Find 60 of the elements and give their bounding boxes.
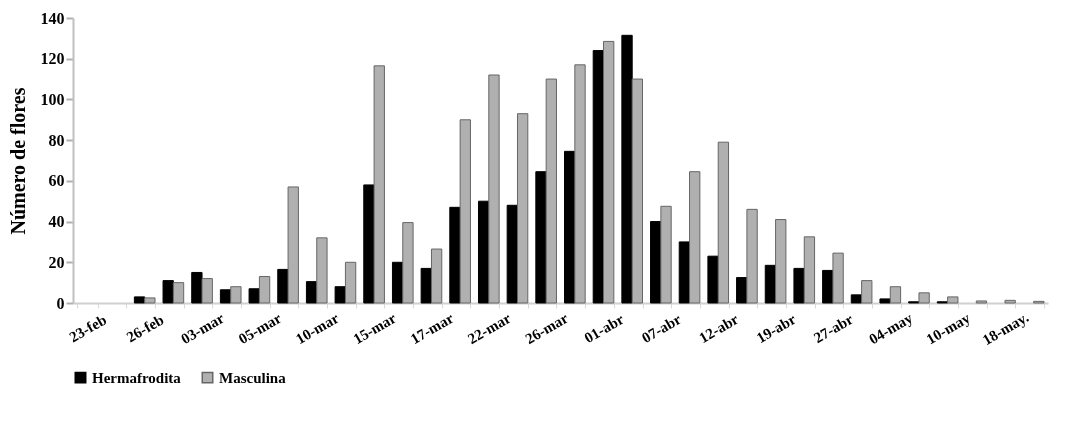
bar [344, 261, 357, 304]
bar [918, 292, 930, 304]
bar [660, 205, 672, 304]
bar [373, 65, 385, 304]
bar [574, 64, 586, 304]
bar [631, 78, 644, 304]
bar [402, 222, 414, 304]
bar [850, 294, 863, 304]
bar [822, 269, 834, 304]
bar [316, 237, 328, 304]
bar [545, 78, 557, 304]
bar [258, 276, 271, 304]
bar [717, 141, 730, 304]
bar [803, 236, 816, 304]
y-axis-title: Número de flores [6, 87, 29, 235]
bar [430, 248, 443, 304]
bar [219, 289, 232, 304]
bar [678, 241, 691, 304]
bar [947, 296, 959, 304]
y-tick-label: 40 [48, 213, 65, 231]
y-tick-label: 20 [48, 253, 65, 271]
bar [707, 255, 719, 304]
bar [144, 297, 156, 304]
bar [334, 286, 346, 304]
y-tick-label: 140 [40, 9, 65, 27]
bar [775, 219, 787, 304]
bar [420, 267, 432, 304]
bar [879, 298, 891, 304]
y-tick-label: 0 [56, 294, 65, 312]
bar [277, 268, 289, 304]
legend-label: Masculina [219, 369, 287, 386]
bar [172, 282, 185, 304]
bar [689, 171, 701, 304]
bar [230, 286, 242, 304]
bar [746, 208, 758, 304]
bar [861, 280, 873, 304]
legend-label: Hermafrodita [92, 369, 182, 386]
bar [603, 40, 615, 304]
y-tick-label: 80 [48, 131, 65, 149]
y-tick-label: 60 [48, 172, 65, 190]
bar [535, 171, 547, 304]
bar [488, 74, 500, 304]
bar [516, 113, 529, 304]
bar [248, 288, 260, 304]
y-tick-label: 120 [40, 50, 65, 68]
bar [793, 267, 805, 304]
bar [162, 280, 174, 304]
bar [889, 286, 902, 304]
bar [975, 300, 988, 304]
bar [621, 34, 633, 304]
bar [1004, 299, 1016, 304]
bar [201, 278, 213, 304]
bar [736, 277, 748, 304]
bar [191, 271, 203, 304]
bar [287, 186, 299, 304]
bar [832, 252, 844, 304]
bar [305, 281, 318, 304]
bar [133, 296, 146, 304]
y-tick-label: 100 [40, 90, 65, 108]
bar [459, 119, 471, 304]
